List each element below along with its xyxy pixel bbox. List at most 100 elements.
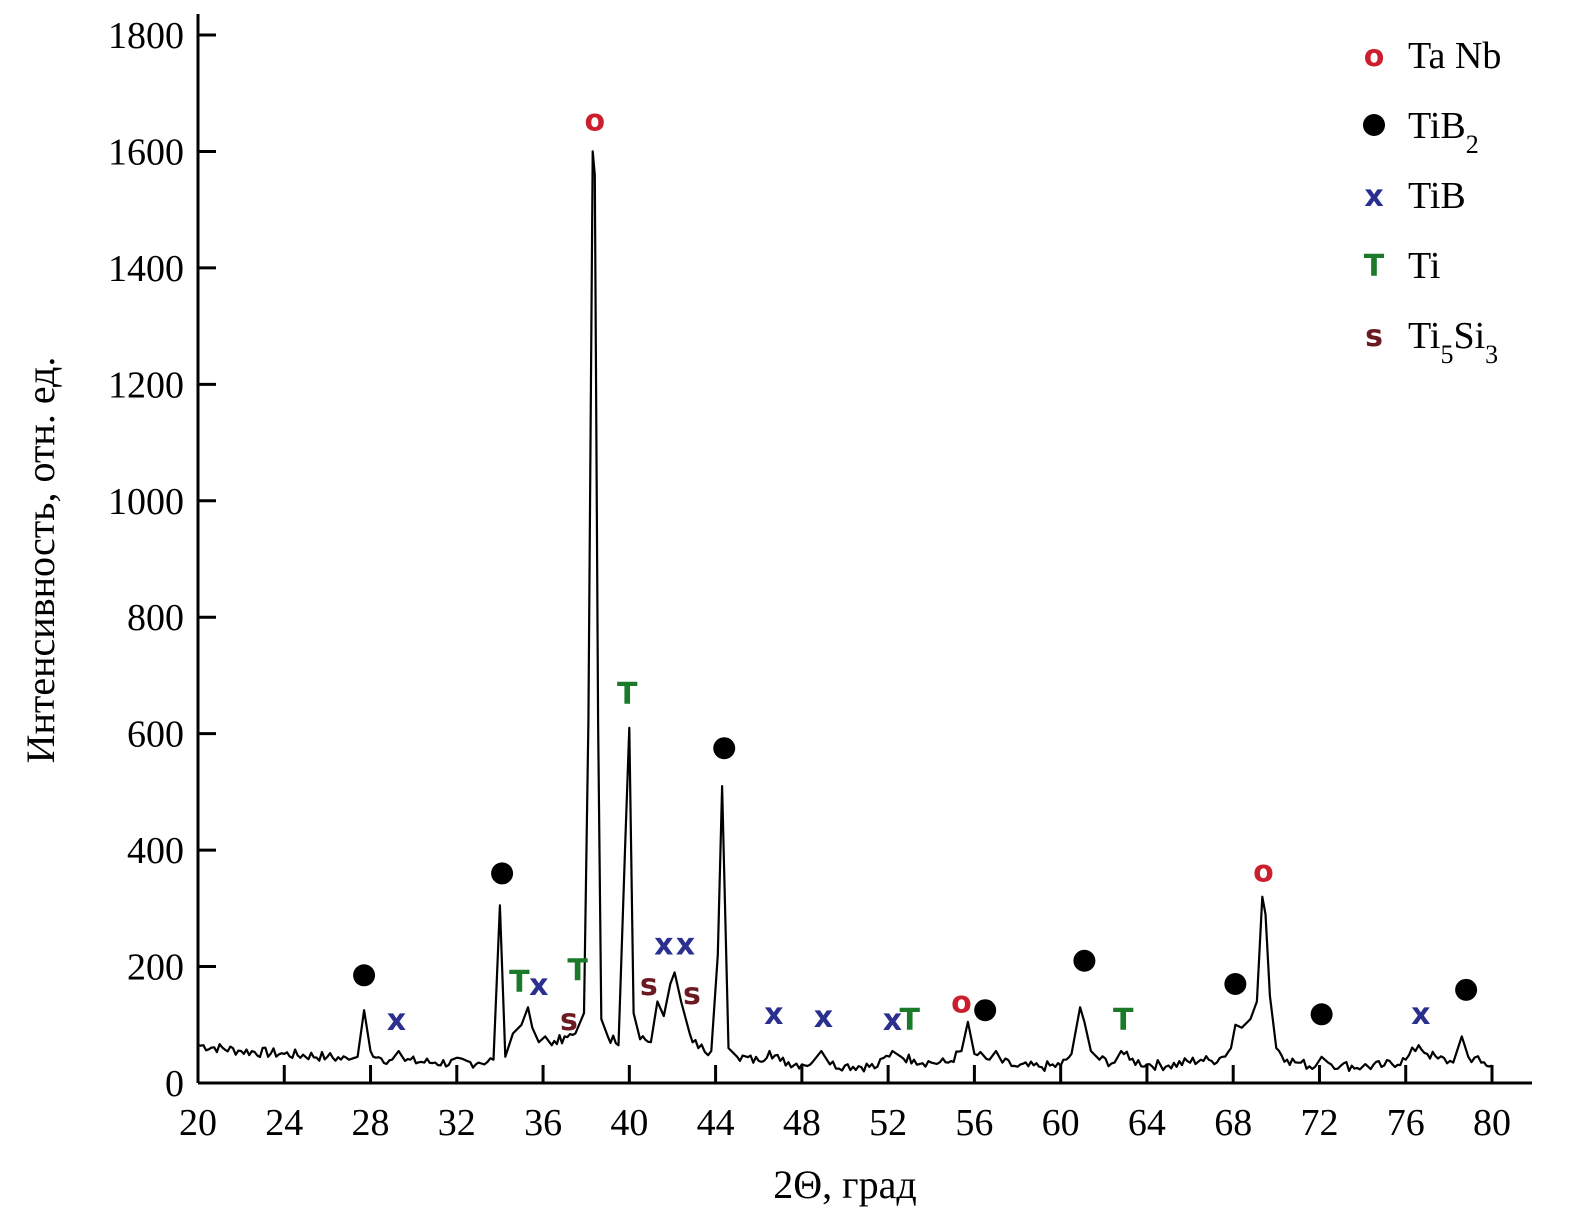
legend-item: TiB2 bbox=[1363, 105, 1479, 159]
svg-text:s: s bbox=[560, 1003, 578, 1038]
legend-marker-T: T bbox=[1364, 249, 1385, 284]
legend-label: TiB2 bbox=[1408, 105, 1479, 159]
marker-dot bbox=[1073, 949, 1096, 972]
x-tick-label: 80 bbox=[1473, 1102, 1511, 1144]
x-tick-label: 36 bbox=[524, 1102, 562, 1144]
marker-dot bbox=[353, 964, 376, 987]
marker-o: o bbox=[585, 103, 606, 138]
svg-text:T: T bbox=[1364, 249, 1385, 284]
x-tick-label: 40 bbox=[610, 1102, 648, 1144]
marker-dot bbox=[491, 862, 514, 885]
svg-text:x: x bbox=[764, 997, 783, 1032]
marker-x: x bbox=[1411, 997, 1430, 1032]
svg-text:o: o bbox=[951, 985, 972, 1020]
y-tick-label: 0 bbox=[165, 1063, 184, 1105]
marker-dot bbox=[1310, 1003, 1333, 1026]
marker-T: T bbox=[1113, 1003, 1134, 1038]
x-tick-label: 68 bbox=[1214, 1102, 1252, 1144]
x-tick-label: 64 bbox=[1128, 1102, 1166, 1144]
x-tick-label: 20 bbox=[179, 1102, 217, 1144]
y-axis-title: Интенсивность, отн. ед. bbox=[18, 357, 63, 764]
marker-T: T bbox=[899, 1003, 920, 1038]
y-tick-label: 600 bbox=[127, 714, 184, 756]
marker-x: x bbox=[676, 927, 695, 962]
marker-x: x bbox=[814, 1000, 833, 1035]
legend-item: s Ti5Si3 bbox=[1365, 315, 1498, 369]
svg-text:x: x bbox=[676, 927, 695, 962]
legend-label: Ti bbox=[1408, 245, 1440, 287]
marker-T: T bbox=[509, 965, 530, 1000]
series-layer bbox=[197, 150, 1493, 1073]
y-tick-label: 400 bbox=[127, 830, 184, 872]
x-tick-label: 28 bbox=[352, 1102, 390, 1144]
legend-item: T Ti bbox=[1364, 245, 1441, 287]
legend-marker-dot bbox=[1363, 114, 1385, 136]
svg-text:T: T bbox=[1113, 1003, 1134, 1038]
x-axis-title: 2Θ, град bbox=[773, 1162, 916, 1207]
svg-text:x: x bbox=[1411, 997, 1430, 1032]
axes: 20 24 28 32 36 40 44 48 52 56 60 64 68 72 76 8002004006… bbox=[108, 14, 1532, 1144]
marker-s: s bbox=[560, 1003, 578, 1038]
svg-text:T: T bbox=[899, 1003, 920, 1038]
svg-text:x: x bbox=[814, 1000, 833, 1035]
svg-text:o: o bbox=[1253, 854, 1274, 889]
y-tick-label: 1200 bbox=[108, 364, 184, 406]
x-tick-label: 52 bbox=[869, 1102, 907, 1144]
marker-dot bbox=[1224, 973, 1247, 996]
legend-label: Ta Nb bbox=[1408, 35, 1501, 77]
marker-o: o bbox=[951, 985, 972, 1020]
svg-text:x: x bbox=[883, 1003, 902, 1038]
svg-text:x: x bbox=[387, 1003, 406, 1038]
x-tick-label: 72 bbox=[1300, 1102, 1338, 1144]
x-tick-label: 44 bbox=[697, 1102, 735, 1144]
legend-marker-s: s bbox=[1365, 319, 1383, 354]
marker-x: x bbox=[654, 927, 673, 962]
marker-s: s bbox=[640, 968, 658, 1003]
svg-text:x: x bbox=[654, 927, 673, 962]
y-tick-label: 1800 bbox=[108, 15, 184, 57]
svg-text:T: T bbox=[617, 677, 638, 712]
svg-text:x: x bbox=[1364, 179, 1383, 214]
marker-T: T bbox=[567, 953, 588, 988]
legend-marker-o: o bbox=[1364, 39, 1385, 74]
legend-item: o Ta Nb bbox=[1364, 35, 1502, 77]
svg-text:T: T bbox=[567, 953, 588, 988]
x-tick-label: 32 bbox=[438, 1102, 476, 1144]
marker-x: x bbox=[883, 1003, 902, 1038]
marker-dot bbox=[974, 999, 997, 1022]
legend-item: x TiB bbox=[1364, 175, 1465, 217]
marker-x: x bbox=[764, 997, 783, 1032]
marker-o: o bbox=[1253, 854, 1274, 889]
svg-text:o: o bbox=[585, 103, 606, 138]
legend-label: TiB bbox=[1408, 175, 1466, 217]
y-tick-label: 1000 bbox=[108, 481, 184, 523]
svg-text:T: T bbox=[509, 965, 530, 1000]
svg-text:s: s bbox=[640, 968, 658, 1003]
marker-x: x bbox=[529, 968, 548, 1003]
x-tick-label: 76 bbox=[1387, 1102, 1425, 1144]
marker-dot bbox=[713, 737, 736, 760]
marker-dot bbox=[1455, 978, 1478, 1001]
legend: o Ta Nb TiB2 x TiB T Tis Ti5Si3 bbox=[1363, 35, 1501, 369]
y-tick-label: 1400 bbox=[108, 248, 184, 290]
x-tick-label: 60 bbox=[1042, 1102, 1080, 1144]
y-tick-label: 200 bbox=[127, 947, 184, 989]
y-tick-label: 800 bbox=[127, 597, 184, 639]
marker-x: x bbox=[387, 1003, 406, 1038]
svg-text:s: s bbox=[1365, 319, 1383, 354]
x-tick-label: 56 bbox=[955, 1102, 993, 1144]
marker-s: s bbox=[683, 977, 701, 1012]
svg-text:s: s bbox=[683, 977, 701, 1012]
legend-label: Ti5Si3 bbox=[1408, 315, 1498, 369]
svg-text:x: x bbox=[529, 968, 548, 1003]
x-tick-label: 48 bbox=[783, 1102, 821, 1144]
series-line-0 bbox=[197, 150, 1493, 1073]
marker-T: T bbox=[617, 677, 638, 712]
legend-marker-x: x bbox=[1364, 179, 1383, 214]
x-tick-label: 24 bbox=[265, 1102, 303, 1144]
y-tick-label: 1600 bbox=[108, 131, 184, 173]
svg-text:o: o bbox=[1364, 39, 1385, 74]
